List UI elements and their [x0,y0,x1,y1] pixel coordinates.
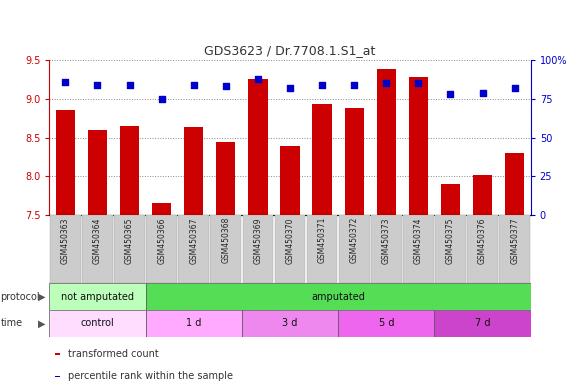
Bar [248,79,267,215]
Bar [146,215,177,283]
Text: GSM450373: GSM450373 [382,217,391,263]
Bar [505,153,524,215]
Text: time: time [1,318,23,328]
Point [317,82,327,88]
Text: ▶: ▶ [38,318,46,328]
Bar [146,310,242,337]
Point [446,91,455,97]
Bar [280,146,300,215]
Bar [49,310,146,337]
Text: GSM450370: GSM450370 [285,217,295,263]
Text: percentile rank within the sample: percentile rank within the sample [68,371,233,381]
Point [93,82,102,88]
Bar [114,215,145,283]
Bar [274,215,306,283]
Bar [403,215,434,283]
Point [125,82,134,88]
Bar [152,204,171,215]
Point [189,82,198,88]
Bar [338,310,434,337]
Text: protocol: protocol [1,291,40,301]
Text: GSM450365: GSM450365 [125,217,134,263]
Text: GSM450371: GSM450371 [318,217,327,263]
Text: GSM450377: GSM450377 [510,217,519,263]
Text: GSM450376: GSM450376 [478,217,487,263]
Bar [50,215,81,283]
Text: GSM450368: GSM450368 [222,217,230,263]
Point [253,76,263,82]
Bar [178,215,209,283]
Bar [345,108,364,215]
Point [285,85,295,91]
Text: GSM450369: GSM450369 [253,217,262,263]
Text: GSM450364: GSM450364 [93,217,102,263]
Bar [211,215,241,283]
Bar [216,142,235,215]
Bar [409,77,428,215]
Bar [313,104,332,215]
Bar [88,130,107,215]
Text: amputated: amputated [311,291,365,301]
Point [382,80,391,86]
Text: 3 d: 3 d [282,318,298,328]
Point [157,96,166,102]
Text: transformed count: transformed count [68,349,159,359]
Text: 7 d: 7 d [475,318,490,328]
Bar [467,215,498,283]
Bar [242,215,273,283]
Point [414,80,423,86]
Point [221,83,230,89]
Bar [120,126,139,215]
Bar [55,353,60,355]
Text: GSM450366: GSM450366 [157,217,166,263]
Bar [371,215,402,283]
Bar [307,215,338,283]
Text: control: control [81,318,114,328]
Text: GSM450375: GSM450375 [446,217,455,263]
Text: GSM450367: GSM450367 [189,217,198,263]
Bar [473,175,492,215]
Point [510,85,519,91]
Bar [434,310,531,337]
Bar [49,283,146,310]
Text: GSM450374: GSM450374 [414,217,423,263]
Bar [499,215,530,283]
Bar [435,215,466,283]
Text: not amputated: not amputated [61,291,134,301]
Point [478,89,487,96]
Bar [376,69,396,215]
Text: 1 d: 1 d [186,318,201,328]
Text: 5 d: 5 d [379,318,394,328]
Bar [146,283,531,310]
Point [350,82,359,88]
Title: GDS3623 / Dr.7708.1.S1_at: GDS3623 / Dr.7708.1.S1_at [204,45,376,58]
Text: ▶: ▶ [38,291,46,301]
Point [61,79,70,85]
Bar [339,215,369,283]
Bar [56,110,75,215]
Bar [55,376,60,377]
Bar [441,184,460,215]
Bar [82,215,113,283]
Bar [184,127,204,215]
Text: GSM450363: GSM450363 [61,217,70,263]
Bar [242,310,338,337]
Text: GSM450372: GSM450372 [350,217,358,263]
